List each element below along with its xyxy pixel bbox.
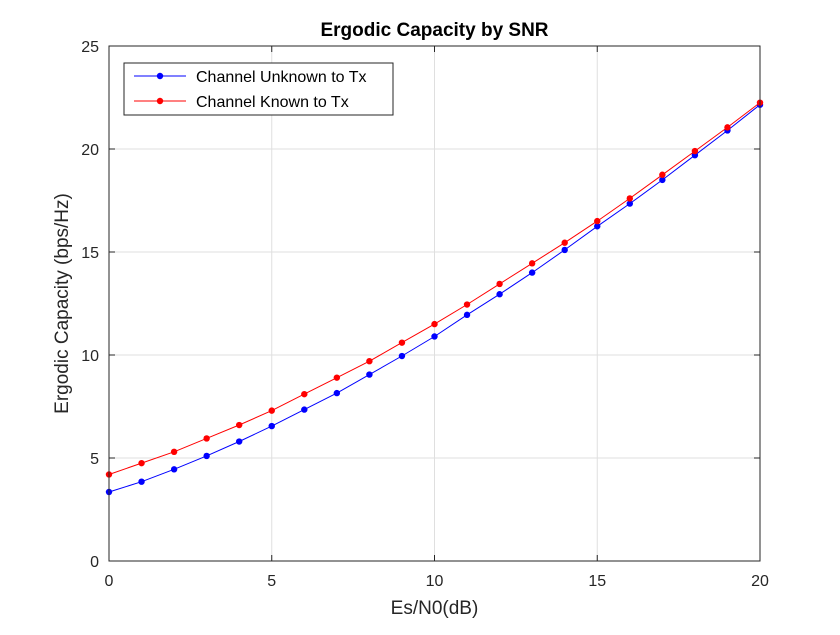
data-point-known[interactable]	[301, 390, 308, 398]
data-point-unknown[interactable]	[268, 422, 275, 430]
axis-ticks: 0 5 10 15 20 0 5 10 15 20 25	[81, 39, 769, 590]
series-group	[105, 99, 764, 496]
y-tick-label: 25	[81, 39, 99, 56]
data-point-unknown[interactable]	[626, 200, 633, 207]
y-axis-label: Ergodic Capacity (bps/Hz)	[52, 193, 73, 414]
y-tick-label: 0	[90, 554, 99, 571]
data-point-known[interactable]	[659, 171, 666, 178]
data-point-unknown[interactable]	[561, 246, 568, 254]
legend-label-known: Channel Known to Tx	[196, 94, 349, 111]
data-point-known[interactable]	[170, 448, 178, 456]
data-point-known[interactable]	[431, 320, 438, 328]
y-tick-label: 15	[81, 245, 99, 262]
x-tick-label: 5	[267, 573, 276, 590]
data-point-unknown[interactable]	[463, 311, 471, 319]
data-point-known[interactable]	[594, 217, 601, 225]
data-point-known[interactable]	[203, 435, 210, 442]
data-point-unknown[interactable]	[431, 333, 438, 340]
data-point-unknown[interactable]	[528, 269, 536, 276]
data-point-unknown[interactable]	[301, 406, 308, 413]
data-point-unknown[interactable]	[659, 176, 666, 184]
data-point-known[interactable]	[691, 147, 699, 155]
legend[interactable]: Channel Unknown to Tx Channel Known to T…	[123, 62, 394, 116]
y-tick-label: 5	[90, 451, 99, 468]
x-axis-label: Es/N0(dB)	[391, 598, 479, 619]
data-point-known[interactable]	[366, 357, 373, 365]
x-tick-label: 0	[105, 573, 114, 590]
data-point-known[interactable]	[528, 260, 536, 267]
data-point-known[interactable]	[463, 301, 471, 308]
data-point-unknown[interactable]	[236, 438, 243, 445]
x-tick-label: 10	[426, 573, 444, 590]
data-point-known[interactable]	[268, 407, 275, 414]
grid	[109, 46, 760, 561]
data-point-known[interactable]	[138, 459, 145, 467]
y-tick-label: 20	[81, 142, 99, 159]
data-point-unknown[interactable]	[170, 466, 178, 473]
legend-marker-known	[156, 97, 164, 105]
legend-box	[123, 62, 394, 116]
data-point-known[interactable]	[398, 339, 406, 346]
data-point-unknown[interactable]	[333, 389, 341, 397]
data-point-unknown[interactable]	[594, 223, 601, 230]
x-tick-label: 15	[588, 573, 606, 590]
data-point-known[interactable]	[496, 280, 503, 288]
data-point-unknown[interactable]	[366, 371, 373, 378]
data-point-unknown[interactable]	[203, 452, 210, 460]
data-point-known[interactable]	[724, 124, 731, 131]
data-point-unknown[interactable]	[496, 291, 503, 298]
data-point-unknown[interactable]	[138, 478, 145, 485]
legend-marker-unknown	[156, 72, 164, 80]
data-point-known[interactable]	[333, 374, 341, 381]
data-point-known[interactable]	[626, 195, 633, 202]
x-tick-label: 20	[751, 573, 769, 590]
data-point-unknown[interactable]	[398, 352, 406, 360]
data-point-known[interactable]	[236, 421, 243, 429]
legend-label-unknown: Channel Unknown to Tx	[196, 69, 366, 86]
y-tick-label: 10	[81, 348, 99, 365]
chart-title: Ergodic Capacity by SNR	[320, 20, 548, 41]
data-point-known[interactable]	[561, 239, 568, 246]
